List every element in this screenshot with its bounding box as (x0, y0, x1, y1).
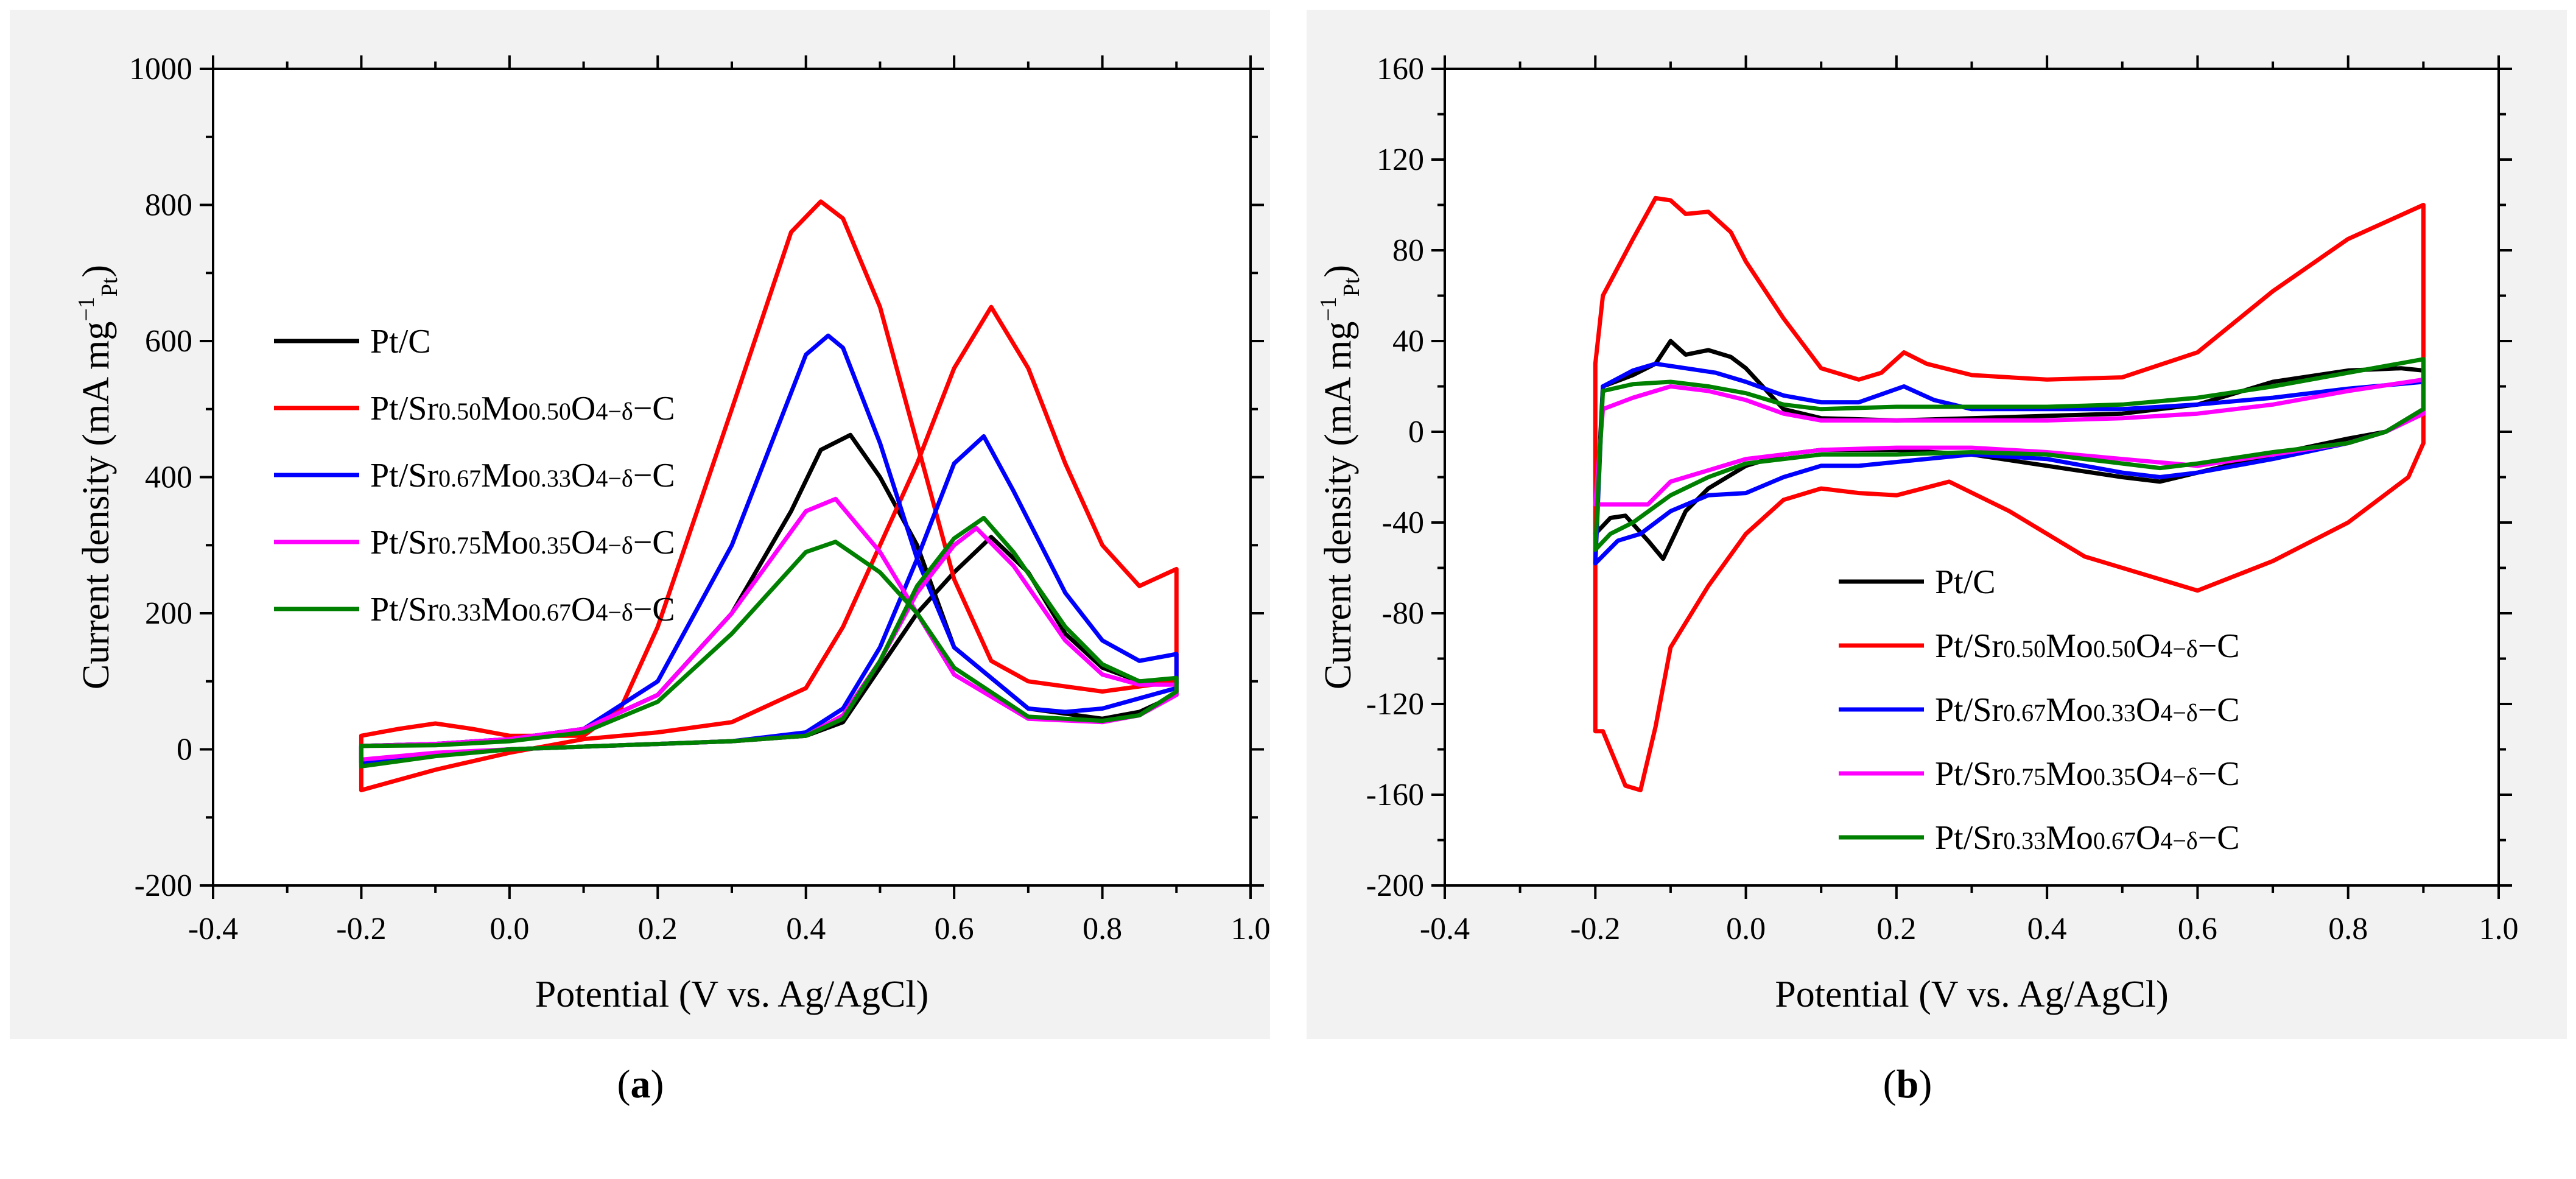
x-tick-label: 0.4 (786, 912, 826, 946)
legend-label: Pt/Sr0.50Mo0.50O4−δ−C (370, 390, 675, 428)
x-tick-label: 0.8 (1083, 912, 1122, 946)
legend-label: Pt/Sr0.50Mo0.50O4−δ−C (1935, 627, 2240, 665)
x-tick-label: 0.0 (1726, 912, 1766, 946)
x-tick-label: 0.0 (490, 912, 529, 946)
chart-b: -0.4 -0.2 0.0 0.2 0.4 0.6 0.8 1.0 -200 -160 -120 -8… (1316, 52, 2519, 1107)
y-tick-label: 400 (145, 460, 192, 495)
y-tick-label: 120 (1377, 143, 1424, 177)
x-tick-label: 0.2 (1876, 912, 1916, 946)
y-tick-label: -120 (1366, 687, 1424, 722)
legend-label: Pt/Sr0.33Mo0.67O4−δ−C (370, 591, 675, 628)
y-tick-label: 160 (1377, 52, 1424, 86)
legend-label: Pt/Sr0.67Mo0.33O4−δ−C (1935, 691, 2240, 729)
chart-a: -0.4 -0.2 0.0 0.2 0.4 0.6 0.8 1.0 -200 0 200 400 600… (74, 52, 1271, 1107)
y-tick-label: 1000 (129, 52, 192, 86)
panel-label: (b) (1883, 1062, 1932, 1107)
legend: Pt/C Pt/Sr0.50Mo0.50O4−δ−C Pt/Sr0.67Mo0.33… (1839, 563, 2240, 857)
y-axis-title: Current density (mA mg−1Pt) (74, 265, 122, 689)
x-tick-label: 0.6 (935, 912, 974, 946)
x-axis-title: Potential (V vs. Ag/AgCl) (1775, 974, 2168, 1015)
y-axis-title: Current density (mA mg−1Pt) (1316, 265, 1364, 689)
x-tick-label: -0.2 (336, 912, 386, 946)
y-tick-label: 200 (145, 596, 192, 631)
y-tick-label: -40 (1382, 505, 1424, 540)
legend-label: Pt/Sr0.67Mo0.33O4−δ−C (370, 457, 675, 494)
x-tick-label: 0.4 (2027, 912, 2067, 946)
x-tick-label: -0.4 (188, 912, 238, 946)
x-tick-label: 0.2 (638, 912, 678, 946)
x-axis-title: Potential (V vs. Ag/AgCl) (535, 974, 928, 1015)
plot-area (1445, 69, 2499, 885)
x-tick-label: -0.2 (1570, 912, 1620, 946)
x-tick-label: 1.0 (1231, 912, 1271, 946)
x-tick-label: 0.6 (2178, 912, 2217, 946)
series-line-2 (359, 199, 1179, 792)
y-tick-label: -200 (1366, 868, 1424, 903)
y-tick-label: 800 (145, 188, 192, 223)
y-tick-label: 0 (1408, 415, 1424, 449)
series-line-2 (1593, 195, 2426, 792)
y-tick-label: -200 (135, 868, 192, 903)
legend-label: Pt/Sr0.33Mo0.67O4−δ−C (1935, 819, 2240, 857)
legend: Pt/C Pt/Sr0.50Mo0.50O4−δ−C Pt/Sr0.67Mo0.33… (274, 323, 675, 628)
legend-label: Pt/Sr0.75Mo0.35O4−δ−C (1935, 755, 2240, 793)
y-tick-label: 80 (1392, 233, 1424, 268)
x-tick-label: 0.8 (2328, 912, 2368, 946)
series-line-5 (1593, 357, 2426, 552)
y-tick-label: 0 (177, 733, 192, 767)
x-tick-label: 1.0 (2479, 912, 2519, 946)
y-tick-label: -80 (1382, 596, 1424, 631)
legend-label: Pt/C (1935, 563, 1996, 601)
x-tick-label: -0.4 (1420, 912, 1470, 946)
plot-area (213, 69, 1251, 885)
y-tick-label: 40 (1392, 324, 1424, 359)
y-tick-label: -160 (1366, 778, 1424, 812)
y-tick-label: 600 (145, 324, 192, 359)
legend-label: Pt/Sr0.75Mo0.35O4−δ−C (370, 524, 675, 561)
panel-label: (a) (617, 1062, 664, 1107)
series-line-5 (359, 516, 1179, 769)
legend-label: Pt/C (370, 323, 431, 361)
